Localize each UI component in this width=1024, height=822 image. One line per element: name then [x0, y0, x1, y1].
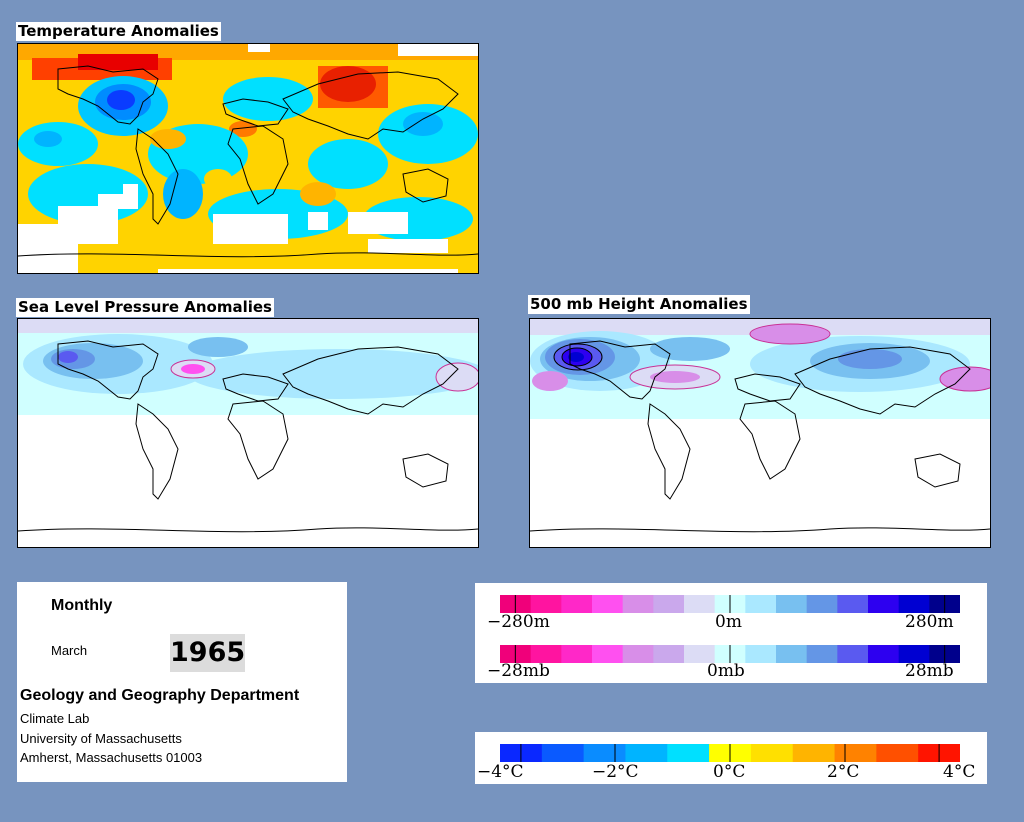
height-bar-swatch — [898, 595, 930, 613]
pressure-bar-swatch — [622, 645, 654, 663]
temperature-color-bar — [500, 744, 960, 762]
temp-label-zero: 0°C — [713, 762, 746, 782]
temp-label-plus4: 4°C — [943, 762, 976, 782]
pressure-bar-swatch — [745, 645, 777, 663]
height-bar-swatch — [622, 595, 654, 613]
pressure-bar-swatch — [806, 645, 838, 663]
height-pressure-legend: −280m 0m 280m −28mb 0mb 28mb — [475, 583, 987, 683]
height-bar-swatch — [684, 595, 716, 613]
height-bar-swatch — [561, 595, 593, 613]
temp-label-minus4: −4°C — [477, 762, 524, 782]
university-name: University of Massachusetts — [20, 731, 182, 746]
period-label: Monthly — [51, 597, 113, 614]
height-bar-swatch — [530, 595, 562, 613]
temperature-bar-swatch — [834, 744, 877, 762]
pressure-bar-swatch — [561, 645, 593, 663]
pressure-color-bar — [500, 645, 960, 663]
department-name: Geology and Geography Department — [20, 687, 300, 704]
temperature-bar-swatch — [583, 744, 626, 762]
pressure-bar-swatch — [898, 645, 930, 663]
temp-label-minus2: −2°C — [592, 762, 639, 782]
pressure-bar-swatch — [776, 645, 808, 663]
height-bar-swatch — [776, 595, 808, 613]
temperature-bar-swatch — [876, 744, 919, 762]
pressure-bar-swatch — [653, 645, 685, 663]
height-panel-title: 500 mb Height Anomalies — [528, 295, 750, 314]
month-label: March — [51, 643, 88, 658]
height-bar-swatch — [592, 595, 624, 613]
slp-panel-title: Sea Level Pressure Anomalies — [16, 298, 274, 317]
height-bar-swatch — [806, 595, 838, 613]
slp-anomaly-map — [17, 318, 479, 548]
temp-label-plus2: 2°C — [827, 762, 860, 782]
pressure-zero-label: 0mb — [707, 661, 745, 681]
height-bar-swatch — [745, 595, 777, 613]
pressure-bar-swatch — [868, 645, 900, 663]
height-zero-label: 0m — [715, 612, 742, 632]
info-panel: Monthly March 1965 Geology and Geography… — [17, 582, 347, 782]
temperature-anomaly-map — [17, 43, 479, 274]
pressure-bar-swatch — [592, 645, 624, 663]
temperature-legend: −4°C −2°C 0°C 2°C 4°C — [475, 732, 987, 784]
pressure-bar-swatch — [684, 645, 716, 663]
height-max-label: 280m — [905, 612, 954, 632]
pressure-bar-swatch — [837, 645, 869, 663]
temperature-bar-swatch — [667, 744, 710, 762]
temperature-bar-swatch — [750, 744, 794, 762]
temperature-bar-swatch — [792, 744, 836, 762]
pressure-bar-swatch — [530, 645, 562, 663]
temperature-bar-swatch — [541, 744, 585, 762]
height-anomaly-map — [529, 318, 991, 548]
temperature-bar-swatch — [625, 744, 668, 762]
lab-name: Climate Lab — [20, 711, 90, 726]
height-color-bar — [500, 595, 960, 613]
temperature-panel-title: Temperature Anomalies — [16, 22, 221, 41]
height-bar-swatch — [837, 595, 869, 613]
address: Amherst, Massachusetts 01003 — [20, 750, 203, 765]
year-display: 1965 — [170, 634, 245, 672]
height-min-label: −280m — [487, 612, 550, 632]
height-bar-swatch — [868, 595, 900, 613]
pressure-min-label: −28mb — [487, 661, 550, 681]
height-bar-swatch — [653, 595, 685, 613]
pressure-max-label: 28mb — [905, 661, 954, 681]
